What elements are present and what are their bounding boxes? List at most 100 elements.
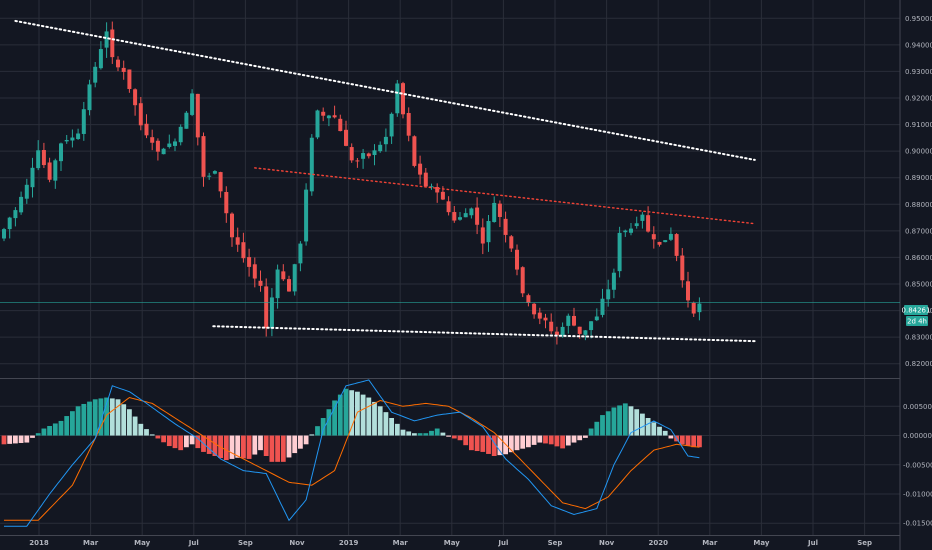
candle-body bbox=[150, 137, 155, 143]
macd-histogram-bar bbox=[577, 435, 583, 441]
candle-body bbox=[184, 112, 189, 129]
trendline-white bbox=[212, 325, 756, 343]
macd-histogram-bar bbox=[64, 416, 70, 436]
candle-body bbox=[463, 213, 468, 218]
macd-histogram-bar bbox=[252, 435, 258, 455]
macd-histogram-bar bbox=[286, 435, 292, 458]
candle-body bbox=[190, 93, 195, 115]
candle-body bbox=[355, 160, 360, 162]
candle-body bbox=[201, 136, 206, 177]
candle-body bbox=[235, 237, 240, 245]
candle-body bbox=[440, 191, 445, 200]
trendlines[interactable] bbox=[14, 19, 756, 343]
macd-histogram-bar bbox=[622, 403, 628, 436]
price-badge: 0.84261 2d 4h bbox=[902, 305, 930, 326]
macd-histogram-bar bbox=[508, 435, 514, 453]
candle-body bbox=[230, 213, 234, 238]
candle-body bbox=[446, 201, 451, 213]
macd-histogram-bar bbox=[372, 401, 377, 436]
candle-body bbox=[2, 229, 6, 239]
candle-body bbox=[383, 136, 388, 145]
macd-histogram-bar bbox=[30, 435, 35, 438]
candle-body bbox=[657, 241, 662, 245]
macd-histogram-bar bbox=[497, 435, 503, 456]
macd-histogram-bar bbox=[343, 388, 349, 436]
time-tick-label: May bbox=[134, 539, 150, 547]
macd-histogram-bar bbox=[320, 418, 326, 436]
candle-body bbox=[452, 212, 457, 221]
macd-histogram-bar bbox=[263, 435, 269, 456]
candle-body bbox=[121, 67, 126, 72]
macd-histogram-bar bbox=[246, 435, 252, 459]
candle-body bbox=[406, 112, 411, 136]
candle-body bbox=[594, 316, 599, 321]
macd-histogram-bar bbox=[605, 411, 611, 436]
price-tick-label: 0.86000 bbox=[905, 254, 932, 262]
candle-body bbox=[395, 83, 400, 114]
candle-body bbox=[366, 153, 371, 157]
macd-pane[interactable] bbox=[1, 379, 702, 527]
candle-body bbox=[429, 186, 434, 188]
macd-histogram-bar bbox=[628, 406, 634, 436]
macd-histogram-bar bbox=[298, 435, 303, 449]
time-tick-label: May bbox=[444, 539, 460, 547]
candle-body bbox=[264, 286, 269, 329]
macd-histogram-bar bbox=[434, 428, 440, 436]
candle-body bbox=[520, 267, 525, 294]
candle-body bbox=[503, 218, 508, 235]
price-tick-label: 0.95000 bbox=[905, 15, 932, 23]
candle-body bbox=[138, 103, 143, 126]
macd-histogram-bar bbox=[640, 413, 645, 436]
macd-histogram-bar bbox=[144, 429, 149, 436]
candle-body bbox=[611, 272, 616, 290]
price-pane[interactable] bbox=[0, 21, 900, 345]
macd-histogram-bar bbox=[588, 428, 594, 436]
macd-histogram-bar bbox=[189, 435, 195, 445]
candle-body bbox=[412, 136, 417, 166]
candle-body bbox=[554, 331, 559, 336]
candle-body bbox=[24, 184, 29, 199]
candle-body bbox=[70, 137, 75, 141]
candle-body bbox=[344, 129, 348, 146]
macd-histogram-bar bbox=[70, 411, 75, 436]
candle-body bbox=[515, 249, 519, 270]
macd-histogram-bar bbox=[446, 435, 451, 437]
macd-histogram-bar bbox=[229, 435, 235, 459]
macd-histogram-bar bbox=[155, 435, 161, 439]
macd-histogram-bar bbox=[548, 435, 554, 445]
macd-histogram-bar bbox=[543, 435, 548, 444]
macd-axis[interactable]: 0.00500 0.00000 -0.00500 -0.01000 -0.01500 bbox=[903, 403, 932, 528]
macd-tick-label: 0.00000 bbox=[903, 432, 932, 440]
time-tick-label: Jul bbox=[497, 539, 508, 547]
macd-tick-label: 0.00500 bbox=[903, 403, 932, 411]
macd-histogram-bar bbox=[326, 409, 332, 436]
candle-body bbox=[486, 221, 491, 243]
candle-body bbox=[606, 289, 611, 300]
macd-histogram-bar bbox=[212, 435, 218, 456]
macd-histogram-bar bbox=[166, 435, 172, 447]
macd-histogram-bar bbox=[491, 435, 497, 456]
candle-body bbox=[241, 242, 246, 259]
macd-histogram-bar bbox=[121, 404, 127, 436]
candle-body bbox=[144, 123, 149, 136]
macd-histogram-bar bbox=[651, 422, 657, 436]
candle-body bbox=[30, 167, 35, 188]
candle-body bbox=[13, 210, 18, 219]
macd-tick-label: -0.00500 bbox=[903, 461, 932, 469]
macd-histogram-bar bbox=[685, 435, 691, 446]
time-axis[interactable]: 2018 Mar May Jul Sep Nov 2019 Mar May Jul Sep Nov 20… bbox=[29, 539, 872, 547]
macd-histogram-bar bbox=[360, 394, 366, 436]
candle-body bbox=[418, 163, 423, 175]
candle-body bbox=[287, 279, 291, 292]
candle-body bbox=[281, 271, 286, 280]
macd-tick-label: -0.01500 bbox=[903, 520, 932, 528]
candle-body bbox=[349, 147, 354, 161]
time-tick-label: Mar bbox=[702, 539, 718, 547]
trendline-white bbox=[14, 19, 756, 161]
time-tick-label: 2020 bbox=[648, 539, 668, 547]
macd-histogram-bar bbox=[560, 435, 565, 449]
macd-histogram-bar bbox=[7, 435, 13, 444]
time-tick-label: 2019 bbox=[339, 539, 359, 547]
time-tick-label: Jul bbox=[807, 539, 818, 547]
